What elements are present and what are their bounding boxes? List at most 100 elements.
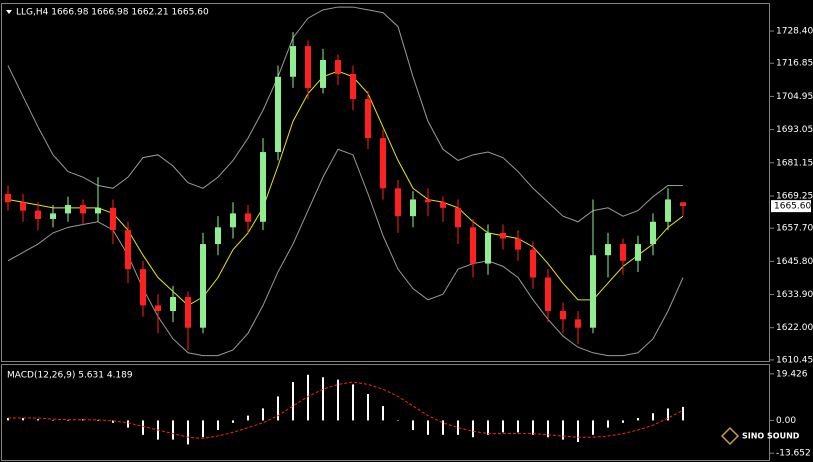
y-tick-label: 1645.80 [776, 257, 813, 267]
macd-bar [442, 420, 444, 435]
macd-bar [532, 420, 534, 435]
macd-bar [577, 420, 579, 443]
candle-body [335, 60, 341, 74]
macd-bar [547, 420, 549, 438]
macd-title: MACD(12,26,9) 5.631 4.189 [7, 371, 133, 381]
macd-bar [487, 420, 489, 435]
candle-body [140, 269, 146, 306]
macd-bar [127, 420, 129, 428]
candle-body [5, 193, 11, 203]
macd-bar [232, 420, 234, 423]
candle-body [20, 202, 26, 211]
last-price-box [771, 200, 811, 213]
candle-body [350, 73, 356, 100]
candle-body [440, 202, 446, 208]
candle-body [560, 310, 566, 320]
y-tick-label: 1728.40 [776, 27, 813, 37]
macd-bar [142, 420, 144, 435]
candle-body [35, 210, 41, 219]
macd-bar [502, 420, 504, 433]
macd-bar [292, 382, 294, 421]
candle-body [170, 297, 176, 311]
macd-bar [382, 406, 384, 421]
overlay-line [7, 148, 684, 357]
macd-bar [247, 415, 249, 421]
macd-bar [262, 408, 264, 421]
candle-body [260, 152, 266, 222]
macd-bar [622, 420, 624, 423]
macd-bar [397, 420, 399, 421]
candle-body [200, 244, 206, 328]
logo-icon [720, 426, 740, 446]
macd-bar [667, 408, 669, 421]
y-tick-label: 1716.85 [776, 59, 813, 69]
macd-bar [637, 418, 639, 421]
y-tick-label: 0.00 [776, 416, 796, 426]
candle-body [605, 244, 611, 256]
chart-title: LLG,H4 1666.98 1666.98 1662.21 1665.60 [16, 8, 209, 18]
macd-bar [607, 420, 609, 428]
last-price-label: 1665.60 [774, 202, 811, 212]
macd-bar [592, 420, 594, 435]
macd-bar [52, 420, 54, 421]
candle-body [470, 227, 476, 264]
macd-bar [517, 420, 519, 433]
macd-bar [352, 384, 354, 421]
macd-bar [22, 418, 24, 421]
candle-body [545, 277, 551, 311]
candle-body [680, 202, 686, 207]
candle-body [290, 46, 296, 77]
y-tick-label: 1657.70 [776, 224, 813, 234]
macd-bar [172, 420, 174, 440]
overlay-line [7, 70, 684, 307]
overlay-line [7, 6, 683, 223]
menu-arrow[interactable] [6, 10, 12, 14]
macd-bar [427, 420, 429, 435]
y-tick-label: 19.426 [776, 369, 808, 379]
candle-body [80, 205, 86, 214]
y-tick-label: 1693.05 [776, 125, 813, 135]
candle-body [125, 230, 131, 270]
macd-bar [562, 420, 564, 440]
candle-body [485, 232, 491, 264]
y-tick-label: 1610.45 [776, 355, 813, 365]
macd-bar [202, 420, 204, 438]
candle-body [320, 60, 326, 88]
macd-bar [7, 418, 9, 421]
macd-bar [412, 420, 414, 431]
macd-bar [97, 420, 99, 421]
macd-bar [217, 420, 219, 431]
macd-bar [187, 420, 189, 445]
macd-bar [337, 379, 339, 421]
y-tick-label: 1633.90 [776, 290, 813, 300]
y-tick-label: 1704.95 [776, 92, 813, 102]
candle-body [635, 244, 641, 261]
candle-body [515, 238, 521, 250]
logo: SINO SOUND [720, 426, 800, 446]
candle-body [395, 188, 401, 217]
macd-bar [277, 396, 279, 421]
macd-bar [112, 420, 114, 423]
candle-body [50, 213, 56, 219]
macd-bar [457, 420, 459, 435]
candle-body [215, 227, 221, 245]
watermark: SINO SOUND [742, 432, 800, 441]
signal-line [8, 381, 684, 439]
candle-body [455, 207, 461, 228]
candle-body [245, 213, 251, 222]
macd-bar [307, 374, 309, 421]
candle-body [590, 255, 596, 328]
candle-body [185, 297, 191, 328]
candle-body [275, 76, 281, 153]
macd-bar [322, 377, 324, 421]
candle-body [530, 249, 536, 278]
y-tick-label: -13.652 [776, 449, 811, 459]
candle-body [155, 305, 161, 311]
candle-body [230, 213, 236, 228]
candle-body [95, 207, 101, 214]
candle-body [575, 319, 581, 328]
y-tick-label: 1622.00 [776, 323, 813, 333]
candle-body [65, 205, 71, 214]
candle-body [365, 99, 371, 139]
